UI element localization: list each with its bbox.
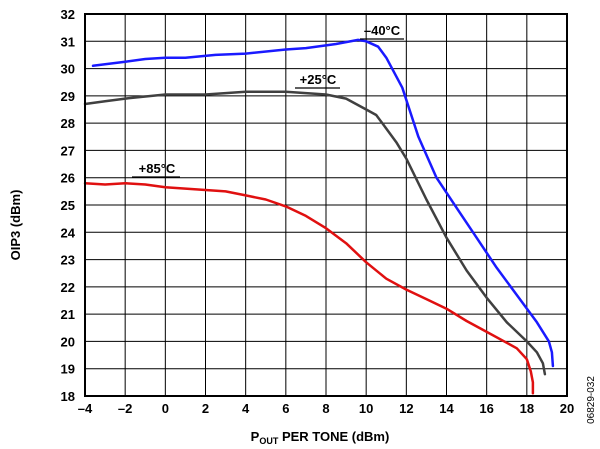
x-tick-label: 2	[202, 401, 209, 416]
series-line-0	[91, 38, 555, 368]
y-tick-label: 20	[61, 334, 75, 349]
x-tick-label: 0	[162, 401, 169, 416]
x-tick-label: 10	[359, 401, 373, 416]
y-tick-label: 28	[61, 116, 75, 131]
x-axis-title-main: P	[251, 429, 260, 444]
x-tick-label: 20	[560, 401, 574, 416]
x-axis-title-subscript: OUT	[259, 436, 279, 446]
tick-labels: –4 –2 0 2 4 6 8 10 12 14 16 18 201819202122232425262…	[61, 7, 575, 416]
series-label-2: +85°C	[139, 161, 176, 176]
y-tick-label: 32	[61, 7, 75, 22]
y-tick-label: 22	[61, 280, 75, 295]
series-line-1	[83, 90, 547, 376]
series-label-1: +25°C	[300, 72, 337, 87]
x-tick-label: –2	[118, 401, 132, 416]
figure-id: 06829-032	[586, 376, 597, 424]
x-axis-title-rest: PER TONE (dBm)	[278, 429, 389, 444]
x-tick-label: 12	[399, 401, 413, 416]
x-axis-title: POUT PER TONE (dBm)	[251, 429, 390, 446]
y-tick-label: 23	[61, 253, 75, 268]
x-tick-label: –4	[78, 401, 93, 416]
y-tick-label: 31	[61, 34, 75, 49]
y-axis-title: OIP3 (dBm)	[8, 190, 23, 261]
y-tick-label: 30	[61, 62, 75, 77]
x-tick-label: 4	[242, 401, 250, 416]
x-tick-label: 16	[479, 401, 493, 416]
y-tick-label: 19	[61, 362, 75, 377]
series-label-0: –40°C	[364, 23, 401, 38]
y-tick-label: 21	[61, 307, 75, 322]
x-tick-label: 8	[322, 401, 329, 416]
chart-series	[83, 38, 555, 395]
series-labels: –40°C +25°C +85°C	[132, 23, 404, 178]
x-tick-label: 6	[282, 401, 289, 416]
y-tick-label: 18	[61, 389, 75, 404]
y-tick-label: 24	[61, 225, 76, 240]
y-tick-label: 27	[61, 143, 75, 158]
y-tick-label: 25	[61, 198, 75, 213]
x-tick-label: 18	[520, 401, 534, 416]
series-line-2	[83, 181, 535, 395]
plot-frame	[84, 13, 568, 397]
x-tick-label: 14	[439, 401, 454, 416]
y-tick-label: 29	[61, 89, 75, 104]
y-tick-label: 26	[61, 171, 75, 186]
